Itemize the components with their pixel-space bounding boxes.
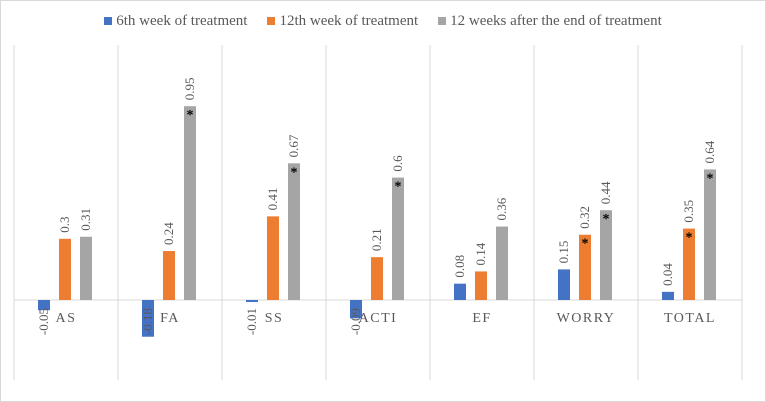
data-label: -0.05 — [36, 308, 51, 335]
category-label-as: AS — [56, 311, 77, 326]
data-label: 0.14 — [473, 242, 488, 265]
bar-fa-series1 — [142, 300, 154, 337]
data-label: 0.67 — [286, 134, 301, 157]
category-label-ss: SS — [265, 311, 284, 326]
bar-acti-series1 — [350, 300, 362, 319]
bar-acti-series3 — [392, 177, 404, 300]
data-label: 0.24 — [161, 222, 176, 245]
data-label: 0.3 — [57, 217, 72, 233]
legend-swatch-followup — [438, 17, 447, 25]
significance-marker: * — [291, 165, 298, 180]
bar-as-series2 — [59, 238, 71, 300]
data-label: -0.18 — [140, 308, 155, 335]
legend-swatch-week6 — [104, 17, 113, 25]
bar-fa-series2 — [163, 251, 175, 300]
bar-fa-series3 — [184, 106, 196, 300]
bar-ss-series1 — [246, 300, 258, 303]
legend-swatch-week12 — [267, 17, 276, 25]
data-label: 0.41 — [265, 188, 280, 211]
bar-worry-series1 — [558, 269, 570, 300]
bar-as-series1 — [38, 300, 50, 311]
data-label: 0.36 — [494, 197, 509, 220]
bar-worry-series2 — [579, 234, 591, 300]
bar-acti-series2 — [371, 257, 383, 300]
data-label: -0.09 — [348, 308, 363, 335]
data-label: 0.04 — [660, 263, 675, 286]
category-label-worry: WORRY — [557, 311, 616, 326]
data-label: 0.32 — [577, 206, 592, 229]
significance-marker: * — [187, 108, 194, 123]
significance-marker: * — [603, 212, 610, 227]
significance-marker: * — [686, 231, 693, 246]
bar-worry-series3 — [600, 210, 612, 300]
bar-ss-series3 — [288, 163, 300, 300]
bar-total-series2 — [683, 228, 695, 300]
bar-ef-series1 — [454, 283, 466, 300]
legend: 6th week of treatment 12th week of treat… — [0, 10, 766, 32]
data-label: -0.01 — [244, 308, 259, 335]
data-label: 0.64 — [702, 140, 717, 163]
legend-label-followup: 12 weeks after the end of treatment — [450, 12, 662, 29]
significance-marker: * — [395, 180, 402, 195]
bar-ef-series3 — [496, 226, 508, 300]
legend-item-week6: 6th week of treatment — [104, 13, 247, 30]
bar-as-series3 — [80, 236, 92, 300]
category-label-acti: ACTI — [359, 311, 398, 326]
legend-label-week12: 12th week of treatment — [279, 12, 419, 29]
bar-ef-series2 — [475, 271, 487, 300]
category-label-total: TOTAL — [664, 311, 716, 326]
bar-total-series1 — [662, 291, 674, 300]
data-label: 0.15 — [556, 241, 571, 264]
significance-marker: * — [707, 171, 714, 186]
bar-total-series3 — [704, 169, 716, 300]
data-label: 0.95 — [182, 77, 197, 100]
data-label: 0.44 — [598, 181, 613, 204]
data-label: 0.21 — [369, 228, 384, 251]
data-label: 0.08 — [452, 255, 467, 278]
significance-marker: * — [582, 237, 589, 252]
data-label: 0.6 — [390, 155, 405, 172]
legend-item-week12: 12th week of treatment — [267, 13, 418, 30]
category-label-fa: FA — [160, 311, 180, 326]
data-label: 0.35 — [681, 200, 696, 223]
legend-label-week6: 6th week of treatment — [116, 12, 248, 29]
legend-item-followup: 12 weeks after the end of treatment — [438, 13, 662, 30]
data-label: 0.31 — [78, 208, 93, 231]
bar-ss-series2 — [267, 216, 279, 300]
category-label-ef: EF — [472, 311, 491, 326]
